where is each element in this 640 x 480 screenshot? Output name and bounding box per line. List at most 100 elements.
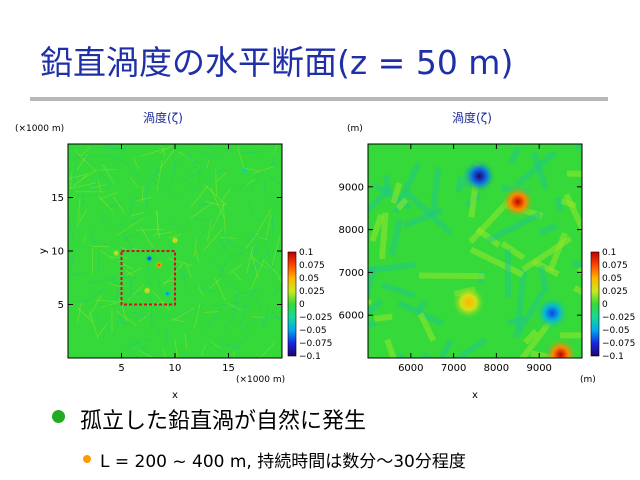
turbulence-streak bbox=[115, 311, 123, 326]
colorbar-tick-label: −0.05 bbox=[299, 326, 327, 336]
vortex-mark bbox=[462, 159, 497, 194]
plot-frame bbox=[367, 143, 583, 359]
turbulence-streak bbox=[214, 278, 226, 302]
turbulence-streak bbox=[223, 231, 232, 246]
turbulence-streak bbox=[68, 173, 87, 180]
turbulence-streak bbox=[231, 245, 253, 252]
turbulence-streak bbox=[198, 169, 201, 186]
left-colorbar: 0.1 0.075 0.05 0.025 0 −0.025 −0.05 −0.075 −0.1 bbox=[287, 248, 332, 362]
turbulence-streak bbox=[261, 303, 280, 329]
turbulence-streak bbox=[186, 166, 197, 174]
turbulence-streak bbox=[250, 253, 269, 269]
turbulence-streak bbox=[106, 282, 122, 285]
turbulence-streak bbox=[250, 256, 269, 270]
turbulence-streak bbox=[265, 240, 272, 269]
turbulence-streak bbox=[133, 157, 139, 169]
turbulence-streak bbox=[214, 171, 228, 184]
bullet-1-text: 孤立した鉛直渦が自然に発生 bbox=[80, 409, 367, 434]
turbulence-streak bbox=[271, 235, 281, 266]
right-x-unit: (m) bbox=[580, 375, 596, 385]
turbulence-streak bbox=[380, 282, 416, 299]
colorbar-tick-label: 0 bbox=[299, 300, 305, 310]
x-tick-label: 6000 bbox=[398, 363, 423, 374]
turbulence-streak bbox=[239, 150, 268, 154]
turbulence-streak bbox=[248, 203, 255, 214]
turbulence-streak bbox=[129, 276, 132, 299]
turbulence-streak bbox=[136, 228, 165, 231]
turbulence-streak bbox=[204, 200, 223, 207]
turbulence-streak bbox=[203, 311, 219, 313]
turbulence-streak bbox=[246, 179, 256, 185]
turbulence-streak bbox=[269, 175, 282, 187]
turbulence-streak bbox=[99, 214, 107, 226]
turbulence-streak bbox=[560, 197, 577, 209]
turbulence-streak bbox=[194, 304, 201, 328]
turbulence-streak bbox=[130, 292, 141, 298]
turbulence-streak bbox=[168, 221, 187, 230]
turbulence-streak bbox=[513, 150, 557, 188]
colorbar-tick-label: 0.1 bbox=[602, 248, 616, 258]
turbulence-streak bbox=[265, 214, 272, 240]
turbulence-streak bbox=[396, 300, 445, 327]
turbulence-streak bbox=[134, 197, 152, 202]
turbulence-streak bbox=[417, 312, 437, 343]
turbulence-streak bbox=[368, 185, 393, 214]
turbulence-streak bbox=[195, 249, 199, 263]
turbulence-streak bbox=[262, 258, 282, 280]
turbulence-streak bbox=[189, 183, 200, 191]
colorbar-gradient bbox=[287, 251, 297, 357]
turbulence-streak bbox=[167, 160, 177, 190]
turbulence-streak bbox=[179, 351, 196, 358]
turbulence-streak bbox=[99, 191, 118, 200]
right-y-unit: (m) bbox=[347, 124, 363, 134]
turbulence-streak bbox=[395, 197, 409, 211]
turbulence-streak bbox=[204, 308, 220, 332]
turbulence-streak bbox=[244, 232, 258, 251]
colorbar-tick-label: 0.025 bbox=[602, 287, 628, 297]
turbulence-streak bbox=[97, 323, 108, 338]
turbulence-streak bbox=[70, 250, 75, 270]
colorbar-tick-label: −0.075 bbox=[602, 339, 635, 349]
turbulence-streak bbox=[73, 298, 97, 302]
colorbar-tick-label: −0.05 bbox=[602, 326, 630, 336]
colorbar-tick-label: −0.1 bbox=[602, 352, 624, 362]
x-tick-label: 7000 bbox=[441, 363, 466, 374]
turbulence-streak bbox=[97, 178, 102, 192]
turbulence-streak bbox=[91, 245, 111, 248]
turbulence-streak bbox=[168, 258, 193, 267]
turbulence-streak bbox=[403, 207, 444, 229]
turbulence-streak bbox=[257, 217, 270, 229]
turbulence-streak bbox=[190, 202, 214, 219]
turbulence-streak bbox=[530, 350, 571, 358]
turbulence-streak bbox=[240, 319, 255, 332]
turbulence-streak bbox=[272, 284, 281, 297]
x-tick-label: 8000 bbox=[484, 363, 509, 374]
turbulence-streak bbox=[117, 260, 134, 270]
turbulence-streak bbox=[95, 299, 124, 303]
turbulence-streak bbox=[151, 290, 171, 311]
turbulence-streak bbox=[152, 321, 160, 335]
field-background bbox=[68, 144, 282, 358]
vortex-mark bbox=[535, 296, 570, 331]
turbulence-streak bbox=[437, 338, 454, 358]
turbulence-streak bbox=[271, 241, 281, 270]
turbulence-streak bbox=[73, 151, 77, 184]
turbulence-streak bbox=[269, 162, 282, 167]
turbulence-streak bbox=[94, 146, 122, 150]
turbulence-streak bbox=[99, 249, 114, 260]
turbulence-streak bbox=[421, 352, 434, 358]
turbulence-streak bbox=[110, 256, 128, 259]
turbulence-streak bbox=[136, 339, 146, 352]
turbulence-streak bbox=[134, 313, 151, 319]
turbulence-streak bbox=[219, 269, 228, 279]
turbulence-streak bbox=[219, 349, 225, 358]
turbulence-streak bbox=[162, 278, 176, 284]
colorbar-tick-label: 0.05 bbox=[299, 274, 319, 284]
y-tick-label: 7000 bbox=[339, 268, 364, 279]
turbulence-streak bbox=[208, 278, 221, 289]
turbulence-streak bbox=[69, 220, 75, 244]
turbulence-streak bbox=[125, 267, 142, 276]
turbulence-streak bbox=[112, 196, 125, 213]
turbulence-streak bbox=[468, 199, 511, 245]
turbulence-streak bbox=[429, 166, 442, 215]
